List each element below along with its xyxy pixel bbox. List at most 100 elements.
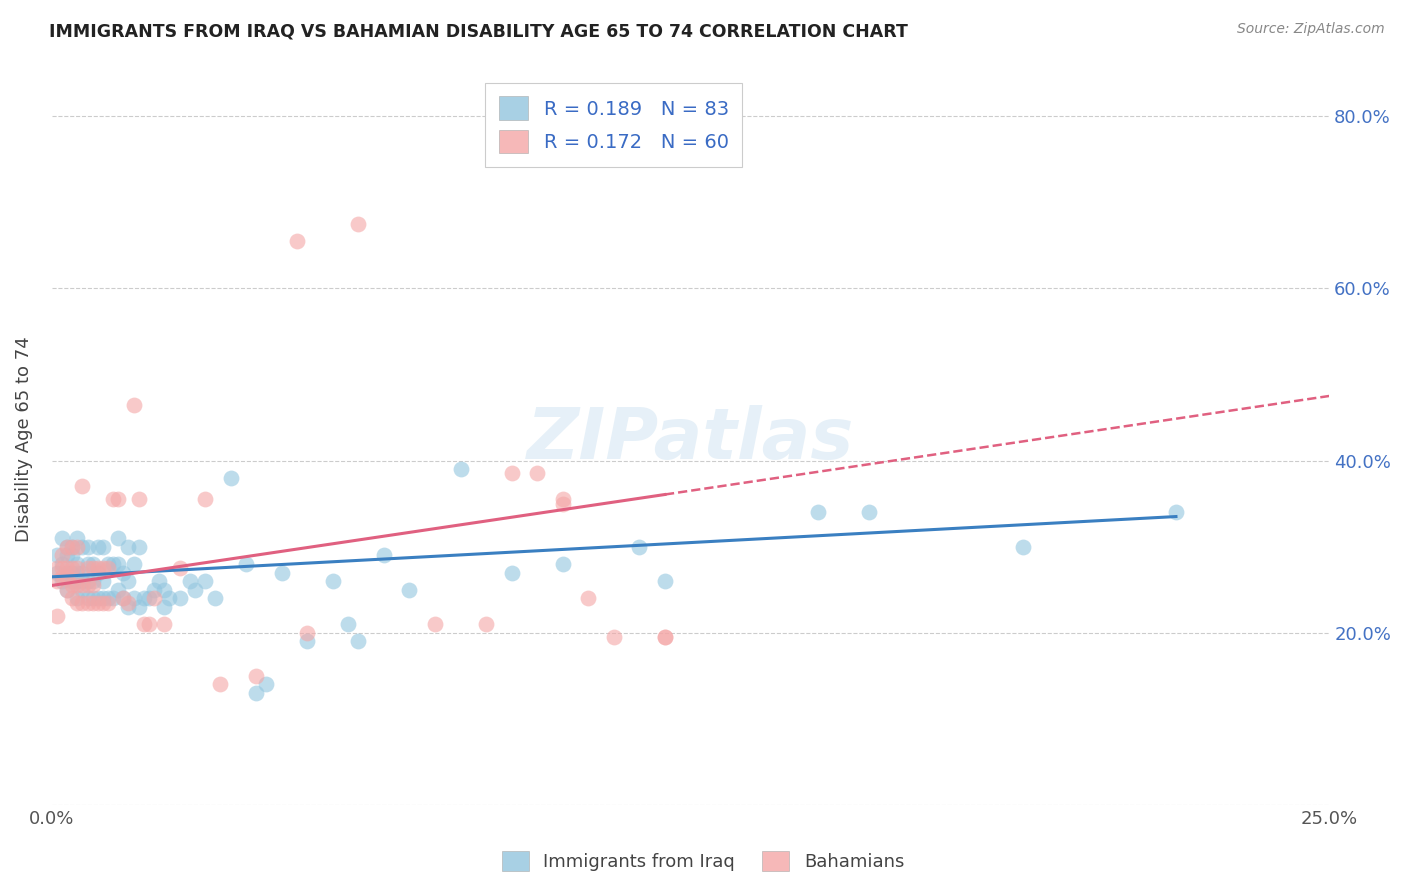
Point: [72, 479, 94, 493]
Point: [82, 591, 104, 606]
Point: [1011, 540, 1033, 554]
Point: [603, 630, 626, 644]
Point: [51, 531, 73, 545]
Point: [551, 492, 574, 507]
Point: [56, 540, 79, 554]
Point: [148, 574, 170, 589]
Point: [138, 617, 160, 632]
Point: [56, 570, 79, 584]
Point: [45, 561, 67, 575]
Point: [56, 566, 79, 580]
Point: [51, 561, 73, 575]
Legend: Immigrants from Iraq, Bahamians: Immigrants from Iraq, Bahamians: [495, 844, 911, 879]
Point: [654, 630, 676, 644]
Point: [179, 574, 201, 589]
Point: [72, 566, 94, 580]
Point: [60, 549, 83, 563]
Point: [138, 591, 160, 606]
Point: [91, 540, 114, 554]
Point: [184, 582, 207, 597]
Point: [72, 582, 94, 597]
Point: [101, 557, 124, 571]
Point: [501, 467, 523, 481]
Point: [112, 566, 135, 580]
Point: [97, 596, 120, 610]
Point: [245, 686, 267, 700]
Legend: R = 0.189   N = 83, R = 0.172   N = 60: R = 0.189 N = 83, R = 0.172 N = 60: [485, 83, 742, 167]
Point: [112, 591, 135, 606]
Point: [169, 561, 191, 575]
Point: [87, 566, 110, 580]
Point: [97, 591, 120, 606]
Point: [101, 591, 124, 606]
Point: [153, 599, 176, 614]
Point: [60, 566, 83, 580]
Point: [60, 540, 83, 554]
Point: [60, 591, 83, 606]
Point: [122, 557, 145, 571]
Point: [1164, 505, 1187, 519]
Point: [169, 591, 191, 606]
Point: [51, 570, 73, 584]
Point: [82, 561, 104, 575]
Point: [66, 561, 89, 575]
Point: [101, 492, 124, 507]
Point: [132, 591, 155, 606]
Point: [72, 540, 94, 554]
Point: [322, 574, 344, 589]
Point: [45, 549, 67, 563]
Point: [128, 540, 150, 554]
Point: [654, 630, 676, 644]
Point: [117, 596, 139, 610]
Point: [450, 462, 472, 476]
Point: [122, 398, 145, 412]
Point: [285, 234, 308, 248]
Point: [76, 591, 98, 606]
Point: [51, 574, 73, 589]
Point: [254, 677, 277, 691]
Point: [51, 549, 73, 563]
Point: [76, 596, 98, 610]
Point: [56, 561, 79, 575]
Point: [107, 582, 129, 597]
Point: [576, 591, 599, 606]
Point: [157, 591, 180, 606]
Point: [398, 582, 420, 597]
Point: [76, 557, 98, 571]
Point: [66, 591, 89, 606]
Point: [87, 540, 110, 554]
Point: [60, 561, 83, 575]
Point: [72, 596, 94, 610]
Point: [153, 617, 176, 632]
Point: [112, 591, 135, 606]
Point: [72, 574, 94, 589]
Point: [235, 557, 257, 571]
Point: [91, 574, 114, 589]
Point: [337, 617, 360, 632]
Point: [66, 596, 89, 610]
Point: [297, 625, 319, 640]
Point: [122, 591, 145, 606]
Point: [194, 492, 217, 507]
Point: [76, 578, 98, 592]
Point: [209, 677, 232, 691]
Point: [76, 540, 98, 554]
Point: [45, 574, 67, 589]
Point: [66, 540, 89, 554]
Point: [204, 591, 226, 606]
Point: [270, 566, 292, 580]
Y-axis label: Disability Age 65 to 74: Disability Age 65 to 74: [15, 336, 32, 542]
Point: [60, 540, 83, 554]
Point: [66, 578, 89, 592]
Point: [76, 561, 98, 575]
Point: [82, 557, 104, 571]
Point: [297, 634, 319, 648]
Point: [60, 578, 83, 592]
Point: [107, 531, 129, 545]
Point: [97, 557, 120, 571]
Point: [56, 549, 79, 563]
Point: [423, 617, 446, 632]
Point: [45, 608, 67, 623]
Point: [347, 217, 370, 231]
Point: [107, 557, 129, 571]
